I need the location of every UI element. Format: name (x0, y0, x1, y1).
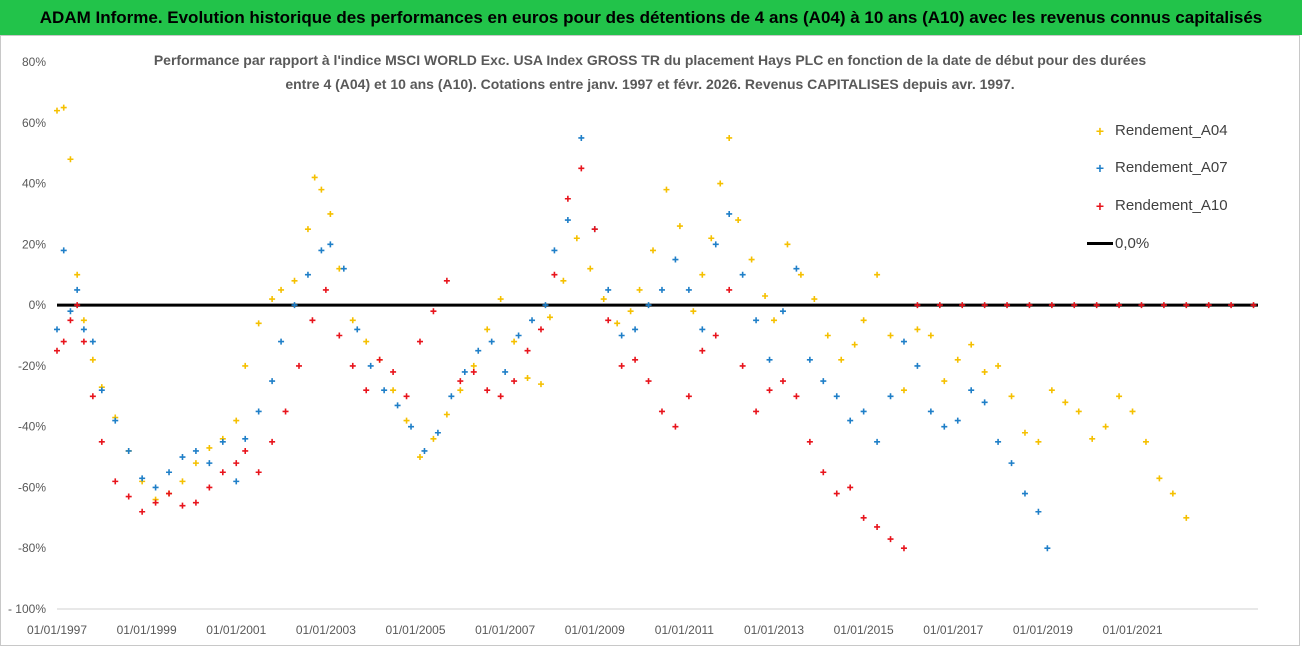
chart-frame (0, 35, 1300, 646)
chart-title-line-1: Performance par rapport à l'indice MSCI … (153, 52, 1147, 68)
legend-marker-a07-icon: + (1095, 159, 1105, 176)
legend-label-a10: Rendement_A10 (1115, 197, 1228, 214)
legend-label-a04: Rendement_A04 (1115, 122, 1228, 139)
chart-title-line-2: entre 4 (A04) et 10 ans (A10). Cotations… (285, 76, 1015, 92)
report-banner-title: ADAM Informe. Evolution historique des p… (0, 0, 1302, 35)
legend-item-a04: + Rendement_A04 (1085, 122, 1228, 139)
legend-line-zero-icon (1085, 242, 1115, 245)
legend-item-a07: + Rendement_A07 (1085, 159, 1228, 176)
legend-item-zero-line: 0,0% (1085, 235, 1149, 252)
legend-marker-a04-icon: + (1095, 122, 1105, 139)
legend-item-a10: + Rendement_A10 (1085, 197, 1228, 214)
legend-marker-a10-icon: + (1095, 197, 1105, 214)
legend-label-a07: Rendement_A07 (1115, 159, 1228, 176)
legend-label-zero-line: 0,0% (1115, 235, 1150, 252)
